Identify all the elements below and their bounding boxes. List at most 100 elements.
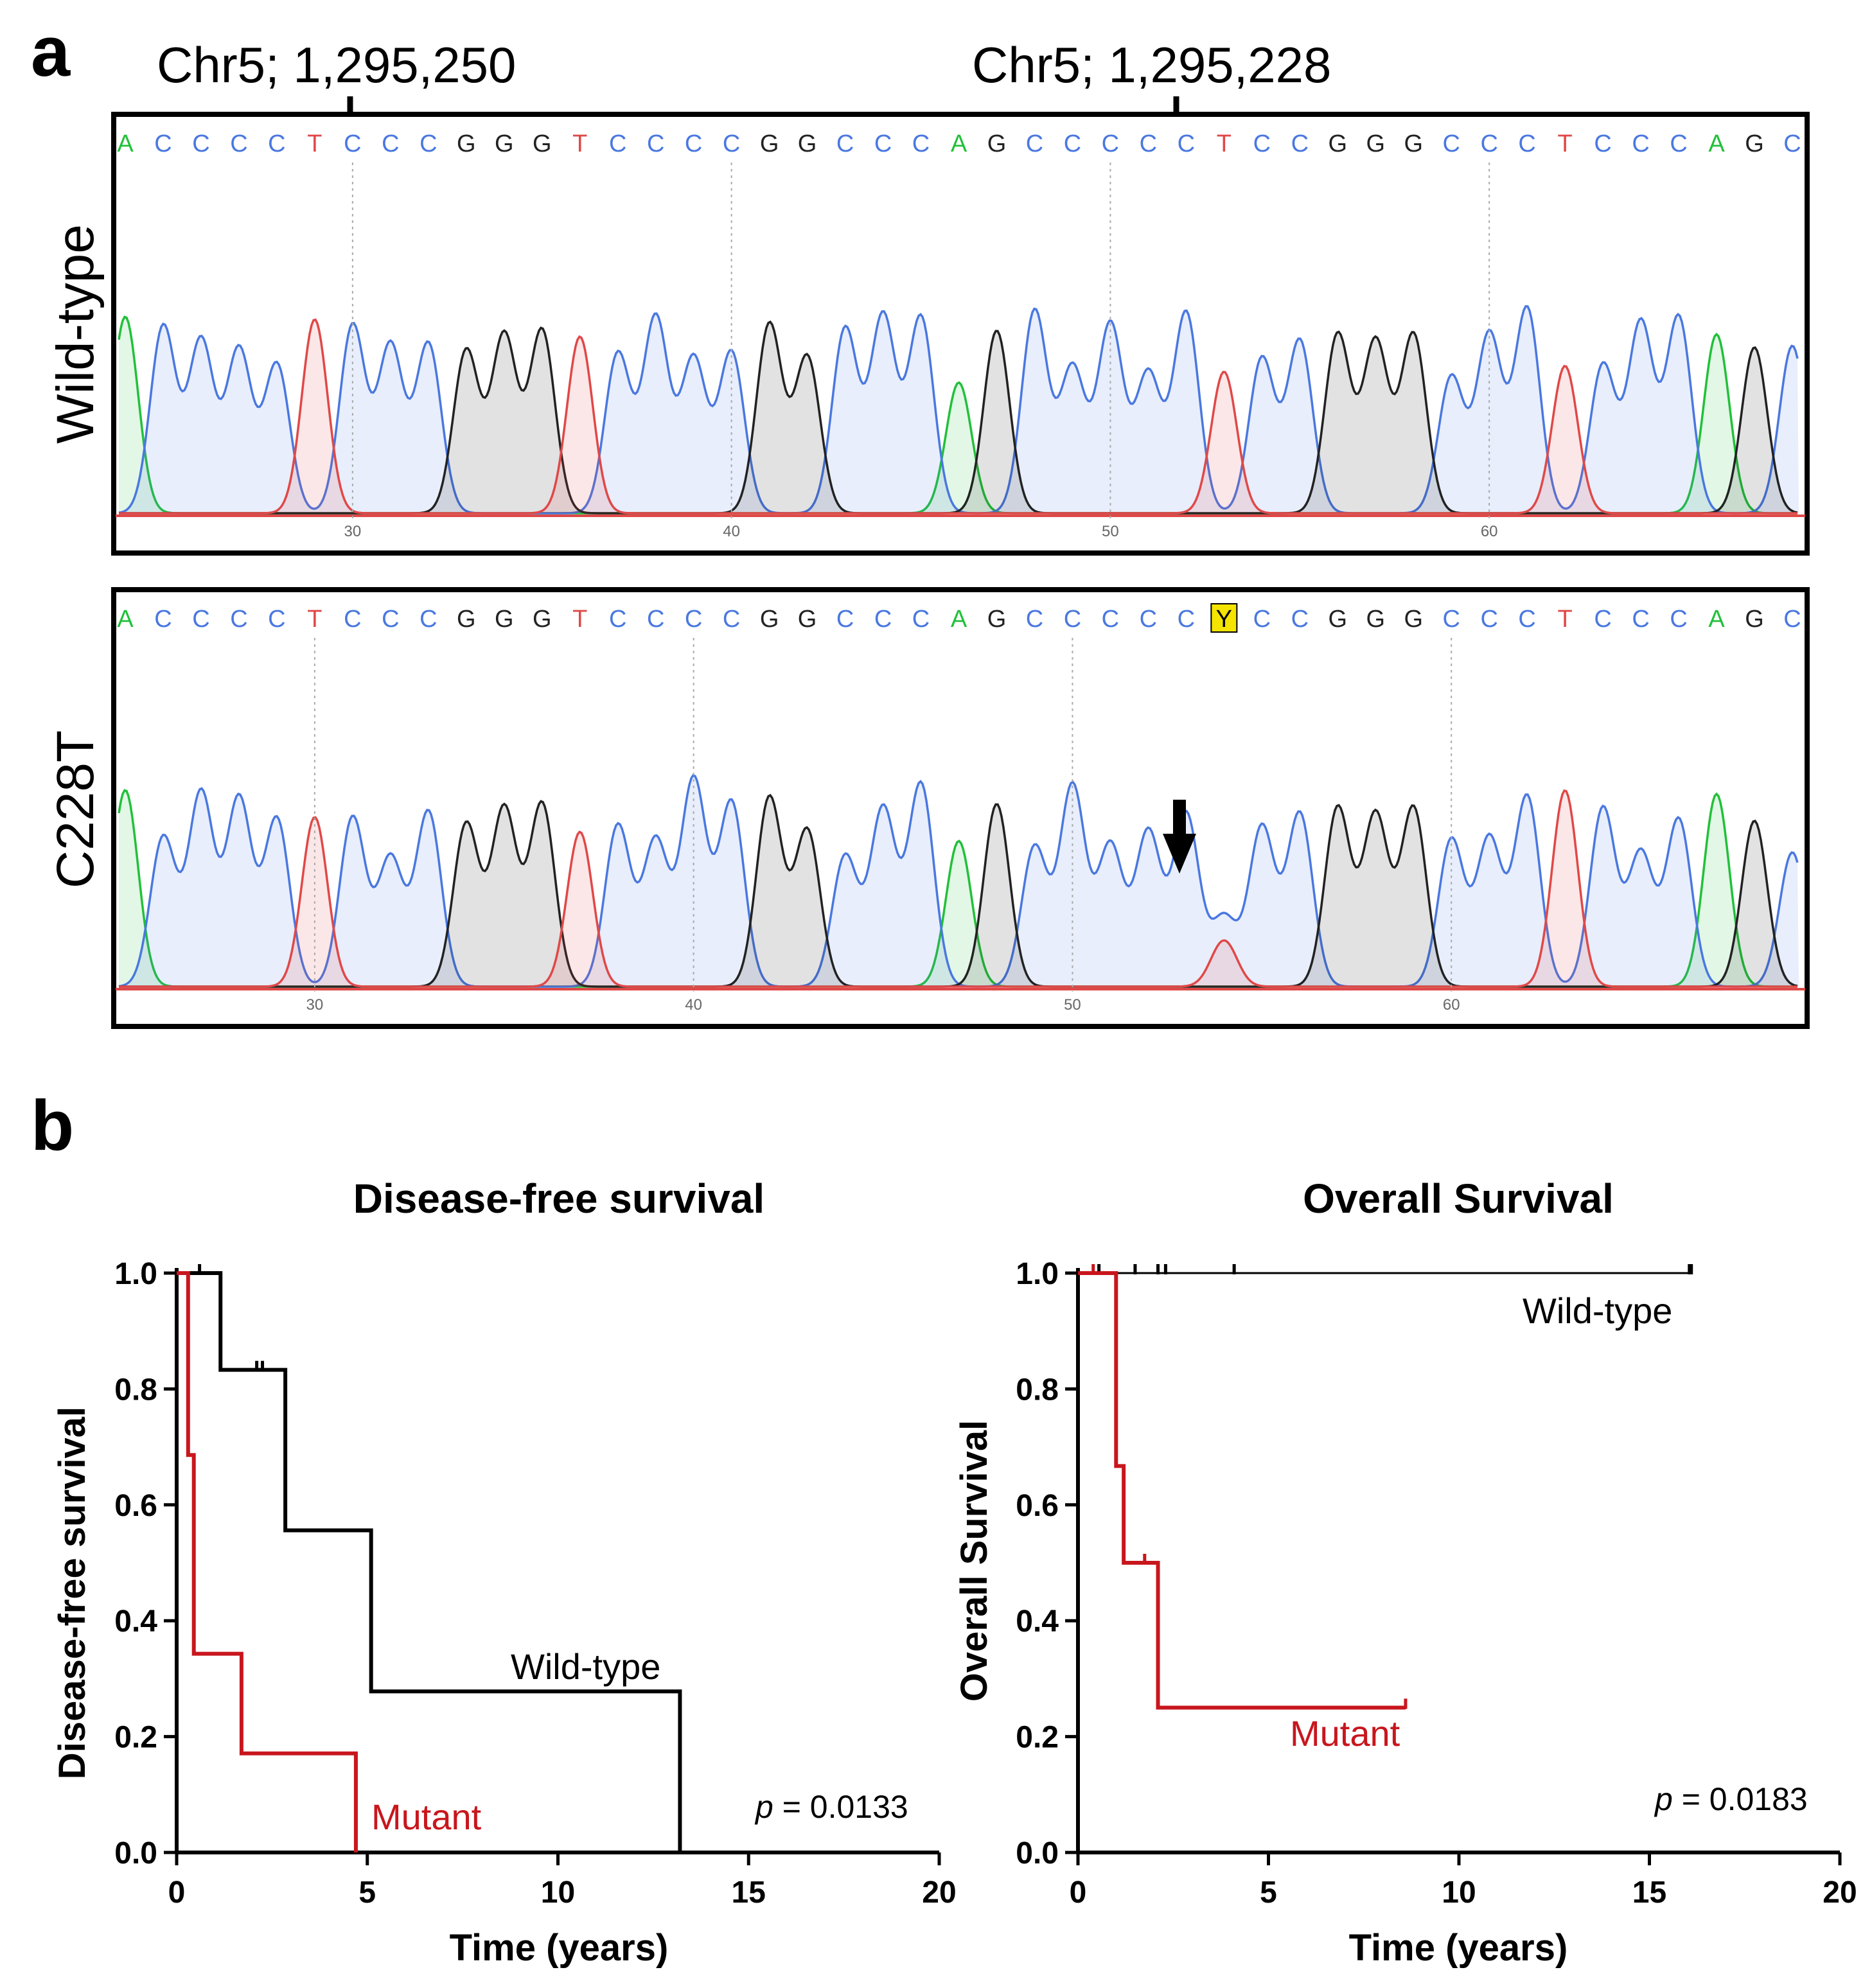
y-tick-label: 0.4 [114,1605,157,1639]
base-call: C [230,130,247,157]
x-tick-label: 0 [1070,1876,1087,1910]
base-call: T [1558,606,1573,633]
y-tick-label: 1.0 [1016,1257,1059,1291]
base-call: T [572,130,587,157]
base-call: C [1253,130,1271,157]
base-call: C [1632,606,1649,633]
y-tick-label: 0.2 [114,1721,157,1755]
trace-T [119,789,1797,988]
base-call: C [1783,606,1801,633]
km-chart-overall-survival: Overall Survival Overall Survival Time (… [953,1175,1857,1969]
panel-b-letter: b [31,1086,74,1165]
base-call: C [1064,606,1081,633]
coord-label-228: Chr5; 1,295,228 [972,37,1331,93]
position-tick-label: 40 [685,996,702,1014]
x-tick-label: 20 [922,1876,956,1910]
base-call: T [307,606,322,633]
base-call-mutation: Y [1216,606,1232,633]
base-call: C [1442,606,1460,633]
base-call: C [609,606,626,633]
y-tick-label: 0.6 [114,1489,157,1523]
position-guides-wild-type: 30 40 50 60 [344,163,1498,540]
survival-curves [1078,1264,1693,1710]
base-call: T [307,130,322,157]
series-label-mutant: Mutant [371,1797,482,1837]
x-tick-label: 10 [541,1876,575,1910]
curve-wild-type [177,1271,682,1852]
base-call: A [117,130,134,157]
x-axis-title: Time (years) [450,1927,669,1969]
base-call: C [1064,130,1081,157]
track-label-c228t: C228T [46,730,105,888]
base-call: G [1404,606,1423,633]
base-call: C [874,606,892,633]
base-call: C [1291,606,1309,633]
base-call: C [647,130,664,157]
base-call: A [951,130,967,157]
base-call: G [495,606,514,633]
position-tick-label: 30 [306,996,324,1014]
base-call: C [1102,606,1119,633]
base-call: C [1670,606,1687,633]
y-tick-label: 1.0 [114,1257,157,1291]
trace-T [119,318,1797,515]
base-call: G [987,606,1007,633]
base-call: C [344,606,361,633]
base-call: A [1708,606,1725,633]
base-call: A [951,606,967,633]
base-call: C [1178,606,1195,633]
x-tick-label: 10 [1442,1876,1476,1910]
base-call: C [912,606,930,633]
axes: 0.0 0.2 0.4 0.6 0.8 1.0 0 5 10 15 20 [114,1257,956,1910]
position-tick-label: 50 [1102,523,1119,540]
base-call: C [1291,130,1309,157]
base-call: G [457,606,476,633]
base-call: C [154,130,172,157]
base-call: T [1217,130,1232,157]
curve-mutant [1078,1271,1406,1710]
trace-wild-type [116,304,1805,517]
chromatogram-frame [111,587,1810,1029]
base-call: G [1745,606,1764,633]
base-call: C [382,606,399,633]
y-axis-title: Overall Survival [953,1420,995,1702]
base-call: C [1783,130,1801,157]
base-call: T [572,606,587,633]
base-call: C [1253,606,1271,633]
base-call: G [533,130,552,157]
base-call: G [798,130,817,157]
series-label-wild-type: Wild-type [511,1646,660,1687]
axes: 0.0 0.2 0.4 0.6 0.8 1.0 0 5 10 15 20 [1016,1257,1857,1910]
series-label-mutant: Mutant [1290,1713,1400,1754]
base-call: C [723,130,740,157]
base-call: G [987,130,1007,157]
base-call: G [457,130,476,157]
base-call: T [1558,130,1573,157]
y-tick-label: 0.0 [114,1836,157,1870]
base-call: C [419,130,437,157]
x-tick-label: 15 [732,1876,766,1910]
position-tick-label: 60 [1443,996,1460,1014]
mutation-highlight [1210,603,1238,633]
y-tick-label: 0.4 [1016,1605,1059,1639]
base-call: C [192,606,209,633]
position-tick-label: 30 [344,523,362,540]
base-call: C [419,606,437,633]
x-tick-label: 15 [1632,1876,1666,1910]
y-tick-label: 0.6 [1016,1489,1059,1523]
p-value: p = 0.0183 [1654,1781,1808,1817]
x-tick-label: 5 [358,1876,376,1910]
trace-fill-G [119,795,1799,987]
position-tick-label: 50 [1064,996,1081,1014]
base-call: C [230,606,247,633]
base-call: C [1594,130,1611,157]
base-call: G [760,130,779,157]
position-tick-label: 40 [723,523,740,540]
base-call: A [117,606,134,633]
base-call: G [1745,130,1764,157]
base-call: G [1366,606,1385,633]
